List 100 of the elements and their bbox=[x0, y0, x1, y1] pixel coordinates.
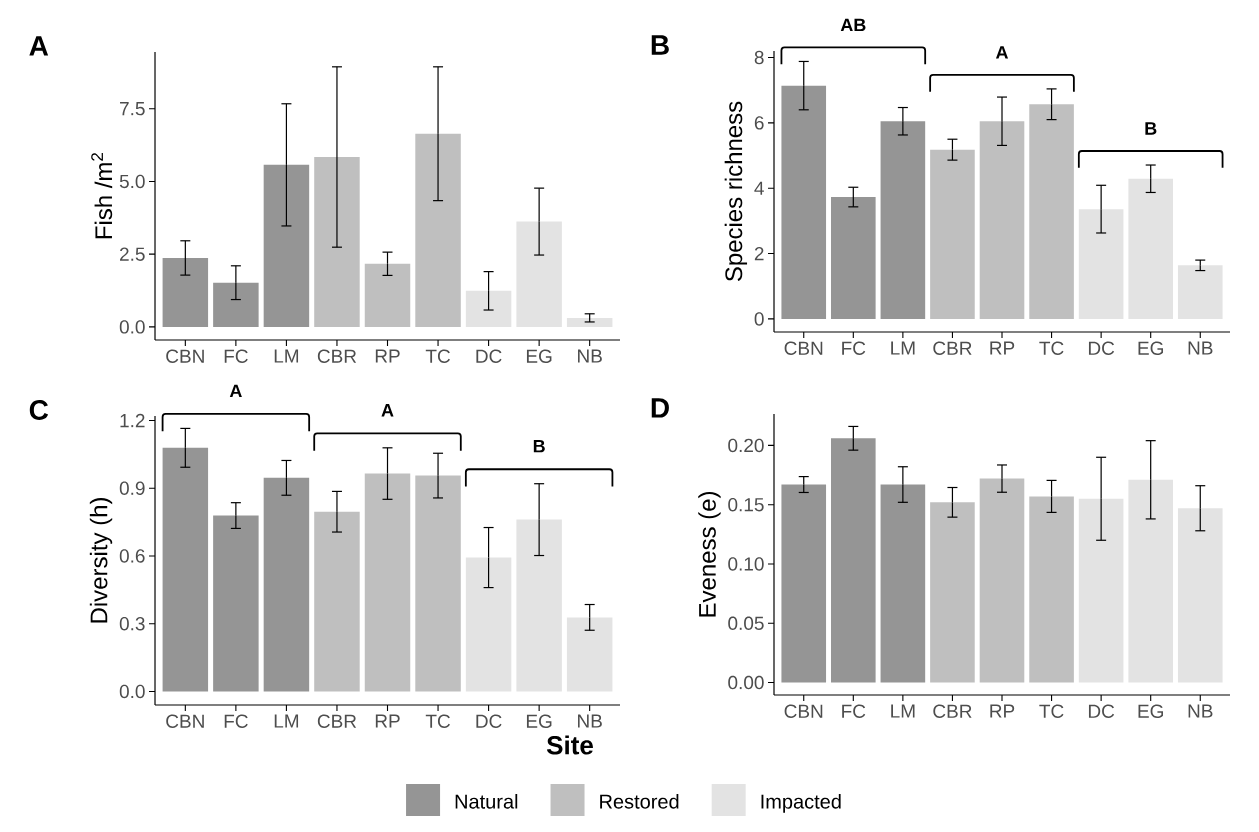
y-tick-label: 8 bbox=[754, 50, 764, 65]
bar bbox=[465, 290, 512, 327]
bar bbox=[263, 164, 310, 327]
x-tick-label: NB bbox=[578, 349, 602, 363]
bar bbox=[415, 133, 461, 327]
x-tick-label: CBN bbox=[784, 704, 823, 718]
y-axis-title: Eveness (e) bbox=[698, 491, 721, 617]
bar bbox=[979, 478, 1025, 683]
bar bbox=[831, 438, 876, 683]
x-tick-label: CBN bbox=[784, 341, 823, 355]
y-tick-label: 0.3 bbox=[119, 616, 145, 631]
y-tick-label: 0.15 bbox=[728, 497, 764, 512]
bar bbox=[314, 511, 360, 692]
legend-label: Restored bbox=[600, 793, 679, 809]
x-tick-label: TC bbox=[1039, 341, 1064, 355]
annotation: B bbox=[1145, 122, 1157, 135]
bar bbox=[1078, 498, 1124, 683]
annotation: A bbox=[995, 46, 1009, 59]
bar bbox=[1029, 496, 1074, 683]
x-tick-label: LM bbox=[891, 704, 915, 718]
y-tick-label: 0.9 bbox=[119, 481, 145, 495]
bar bbox=[415, 475, 461, 692]
x-tick-label: LM bbox=[891, 341, 915, 355]
x-tick-label: FC bbox=[842, 341, 866, 355]
x-tick-label: EG bbox=[526, 349, 552, 363]
x-tick-label: EG bbox=[1138, 704, 1163, 718]
y-axis-title: Fish /m$^{2}$ bbox=[91, 153, 113, 239]
bar bbox=[364, 473, 411, 692]
x-tick-label: CBR bbox=[317, 714, 357, 728]
y-tick-label: 4 bbox=[754, 181, 764, 195]
chart-title: D bbox=[651, 398, 669, 418]
x-tick-label: EG bbox=[526, 714, 552, 728]
bar bbox=[162, 447, 209, 692]
bar bbox=[880, 484, 926, 683]
x-axis-title: Site bbox=[546, 735, 593, 755]
x-tick-label: DC bbox=[476, 714, 502, 728]
x-tick-label: CBN bbox=[166, 349, 204, 363]
x-tick-label: EG bbox=[1138, 341, 1163, 355]
bar bbox=[566, 617, 613, 692]
chart-title: B bbox=[651, 35, 669, 55]
bar bbox=[930, 502, 975, 683]
bar bbox=[465, 557, 512, 692]
y-tick-label: 2.5 bbox=[120, 247, 145, 261]
bar bbox=[516, 221, 562, 327]
x-tick-label: CBN bbox=[166, 714, 204, 728]
x-tick-label: FC bbox=[224, 349, 248, 363]
bar bbox=[364, 263, 411, 327]
bar bbox=[1177, 265, 1223, 319]
bar bbox=[781, 484, 827, 683]
annotation: B bbox=[533, 439, 545, 453]
bar bbox=[1029, 104, 1074, 319]
bar bbox=[880, 121, 926, 319]
y-axis-title: Diversity (h) bbox=[89, 498, 113, 623]
legend-label: Natural bbox=[455, 793, 518, 809]
y-tick-label: 0.0 bbox=[119, 320, 145, 334]
y-axis-title: Species richness bbox=[724, 101, 748, 282]
y-tick-label: 0.00 bbox=[728, 675, 764, 690]
y-tick-label: 0.0 bbox=[119, 684, 145, 699]
bar bbox=[566, 317, 613, 327]
bar bbox=[1177, 508, 1223, 683]
x-tick-label: CBR bbox=[933, 704, 972, 718]
x-tick-label: DC bbox=[476, 349, 502, 363]
bar bbox=[979, 121, 1025, 319]
chart-title: A bbox=[29, 36, 49, 56]
bar bbox=[831, 197, 876, 319]
x-tick-label: LM bbox=[274, 349, 299, 363]
x-tick-label: NB bbox=[1188, 704, 1213, 718]
text: AB bbox=[840, 18, 866, 32]
y-tick-label: 7.5 bbox=[120, 102, 145, 116]
y-tick-label: 2 bbox=[754, 246, 764, 261]
bar bbox=[781, 85, 827, 319]
y-tick-label: 1.2 bbox=[120, 413, 145, 428]
x-tick-label: LM bbox=[274, 714, 299, 728]
bar bbox=[213, 515, 259, 692]
x-tick-label: FC bbox=[842, 704, 866, 718]
y-tick-label: 6 bbox=[754, 116, 764, 130]
annotation: A bbox=[381, 404, 394, 417]
x-tick-label: RP bbox=[375, 714, 400, 728]
bar bbox=[1128, 178, 1173, 319]
y-tick-label: 0.20 bbox=[728, 438, 764, 453]
x-tick-label: TC bbox=[1039, 704, 1064, 718]
bar bbox=[516, 519, 562, 692]
x-tick-label: FC bbox=[224, 714, 248, 728]
y-tick-label: 0.10 bbox=[728, 557, 764, 571]
x-tick-label: CBR bbox=[933, 341, 972, 355]
bar bbox=[1128, 479, 1173, 683]
x-tick-label: RP bbox=[375, 349, 400, 363]
x-tick-label: DC bbox=[1088, 341, 1115, 355]
x-tick-label: RP bbox=[990, 704, 1015, 718]
x-tick-label: TC bbox=[425, 714, 450, 728]
bar bbox=[930, 149, 975, 319]
x-tick-label: RP bbox=[990, 341, 1015, 355]
y-tick-label: 0.6 bbox=[119, 549, 145, 563]
x-tick-label: CBR bbox=[317, 349, 357, 363]
x-tick-label: DC bbox=[1088, 704, 1115, 718]
y-tick-label: 0 bbox=[754, 312, 764, 326]
text: A bbox=[229, 384, 242, 398]
bar bbox=[263, 477, 310, 692]
x-tick-label: NB bbox=[1188, 341, 1213, 355]
chart-title: C bbox=[29, 400, 49, 420]
